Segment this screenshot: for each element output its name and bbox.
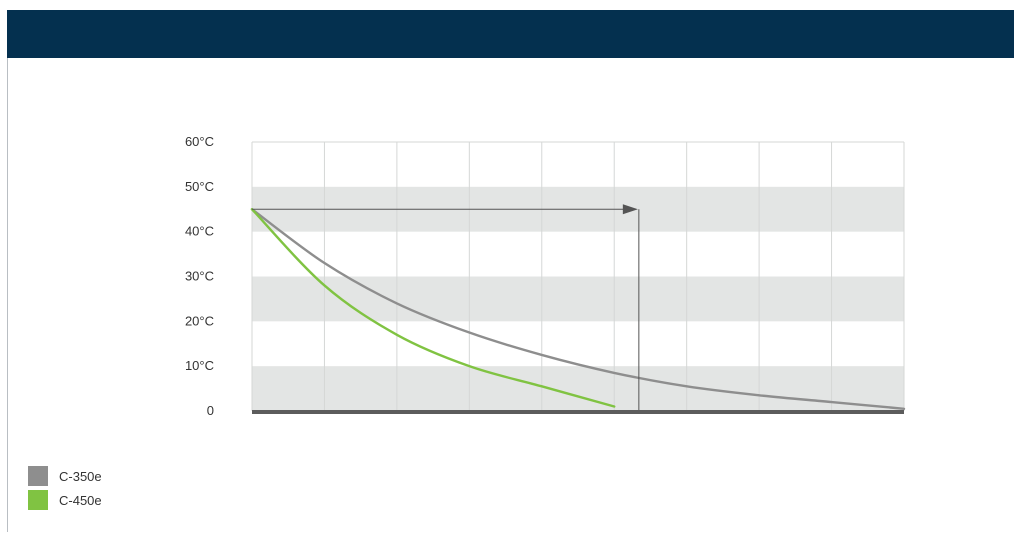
y-axis-ticks: 0 10°C 20°C 30°C 40°C 50°C 60°C: [185, 134, 214, 418]
legend-swatch-c350e: [28, 466, 48, 486]
y-tick-label: 40°C: [185, 224, 214, 239]
chart-band: [252, 276, 904, 322]
chart-bands: [252, 186, 904, 411]
legend: C-350e C-450e: [28, 466, 102, 514]
header-bar: [7, 10, 1014, 58]
x-axis-baseline: [252, 410, 904, 414]
y-tick-label: 30°C: [185, 269, 214, 284]
chart-band: [252, 366, 904, 411]
series-line-c450e: [250, 208, 616, 408]
legend-label-c450e: C-450e: [59, 492, 102, 508]
y-tick-label: 50°C: [185, 179, 214, 194]
y-tick-label: 0: [207, 403, 214, 418]
chart-baseline: [252, 410, 904, 414]
series-line-c350e: [250, 208, 906, 410]
legend-swatch-c450e: [28, 490, 48, 510]
legend-item-c350e: C-350e: [28, 466, 102, 486]
y-tick-label: 10°C: [185, 358, 214, 373]
y-tick-label: 20°C: [185, 313, 214, 328]
chart-series: [250, 208, 906, 410]
y-tick-label: 60°C: [185, 134, 214, 149]
chart-grid: [251, 141, 905, 411]
chart-frame: [7, 10, 1014, 532]
chart-annotation: [252, 204, 640, 411]
legend-label-c350e: C-350e: [59, 468, 102, 484]
legend-item-c450e: C-450e: [28, 490, 102, 510]
annotation-arrowhead: [622, 204, 638, 215]
